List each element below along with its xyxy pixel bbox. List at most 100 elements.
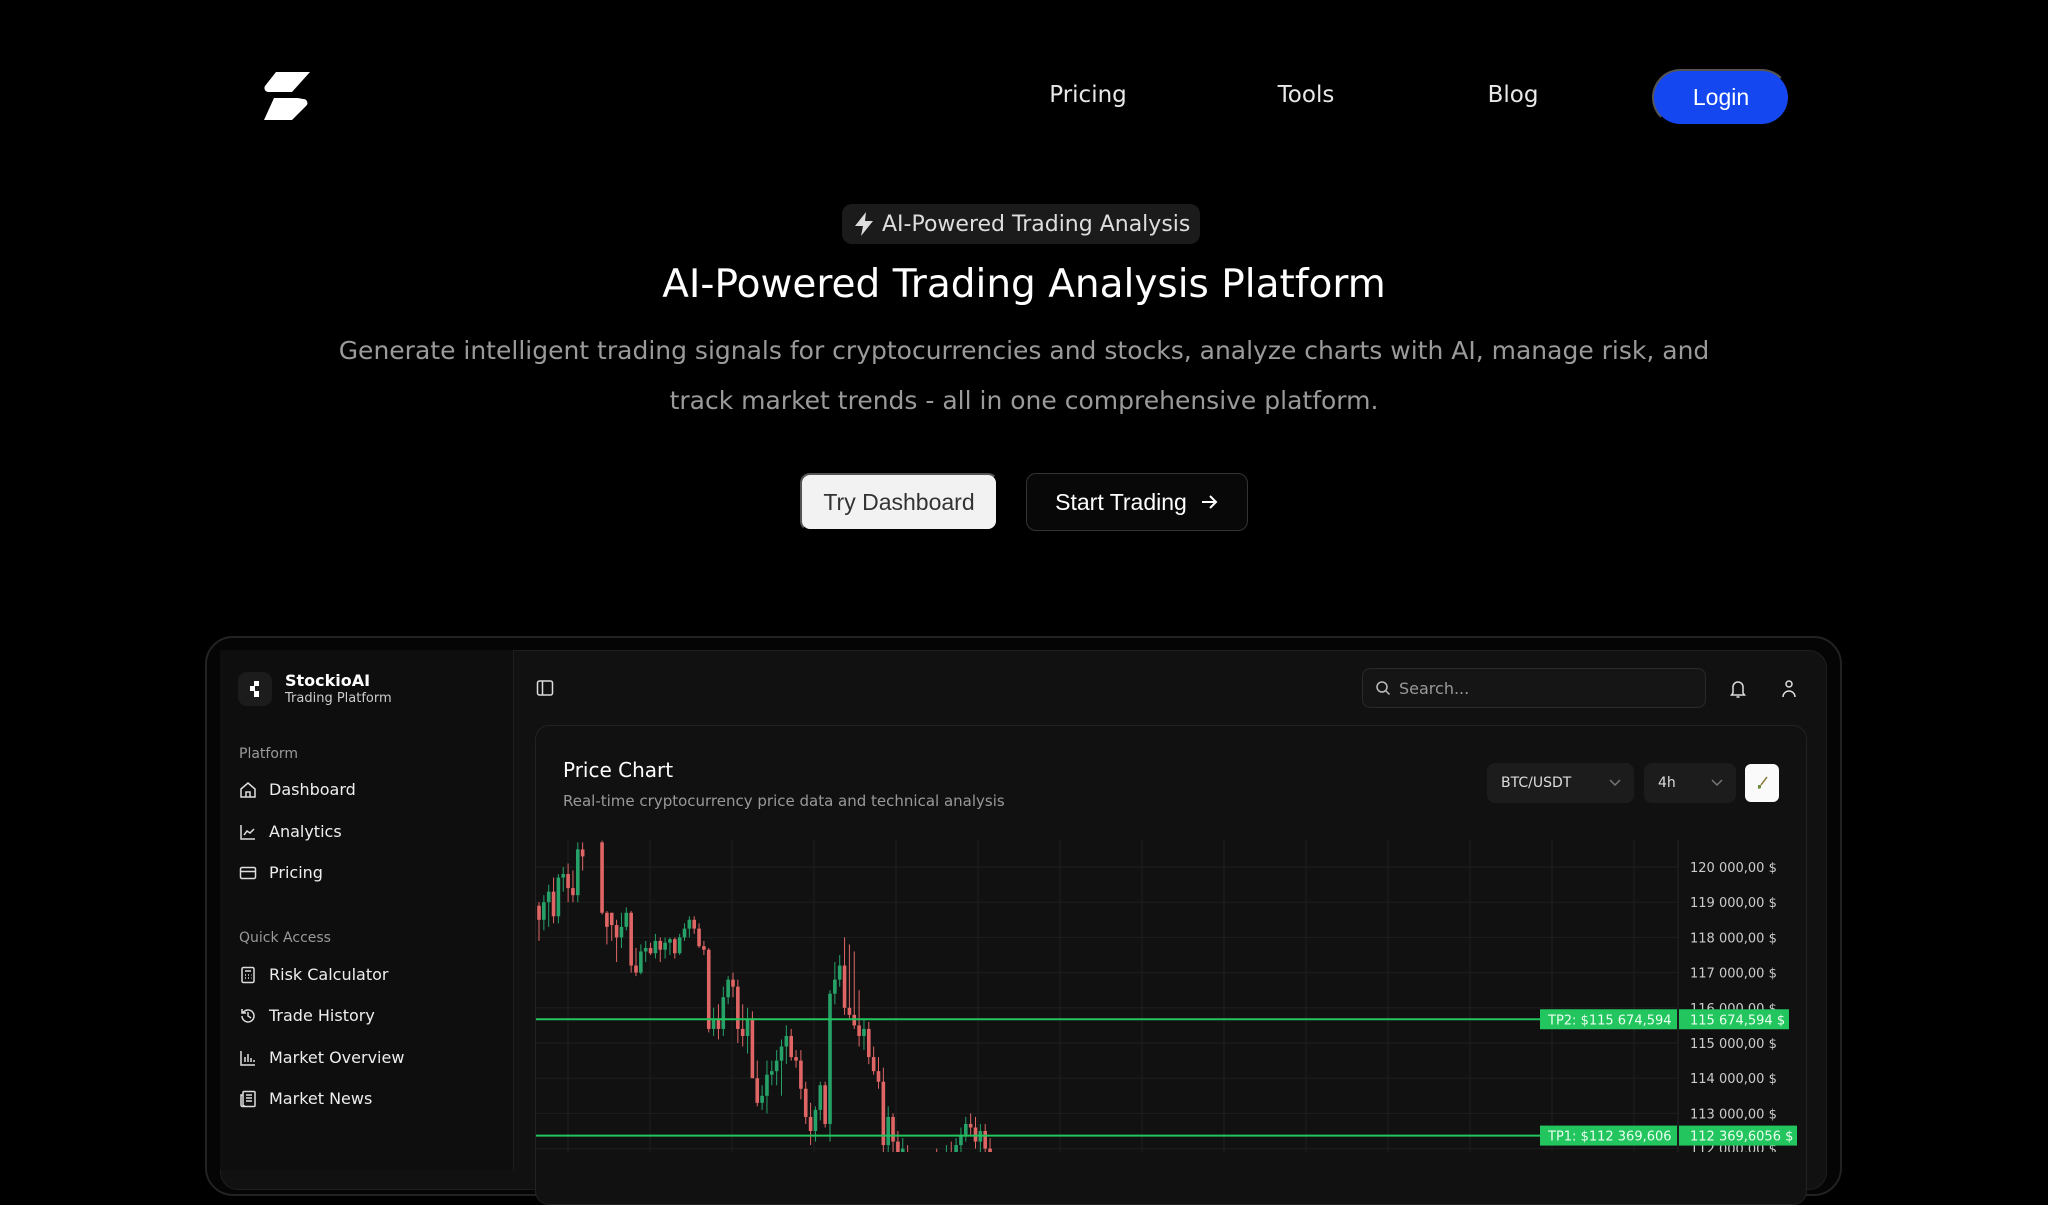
- nav-pricing[interactable]: Pricing: [1049, 82, 1127, 108]
- price-chart-card: [535, 725, 1807, 1205]
- sidebar-item-label: Risk Calculator: [269, 965, 389, 984]
- candle-body: [833, 979, 837, 994]
- candle-body: [692, 919, 696, 929]
- chart-line-icon: [240, 824, 255, 840]
- candle-body: [697, 928, 701, 947]
- axis-level-label: 112 369,6056 $: [1690, 1130, 1793, 1145]
- y-tick-label: 118 000,00 $: [1690, 931, 1777, 946]
- candle-body: [643, 947, 648, 952]
- chevron-down-icon: [1609, 779, 1621, 787]
- logo-icon[interactable]: [262, 70, 310, 124]
- level-label-bg: [1540, 1009, 1677, 1030]
- newspaper-icon: [240, 1090, 256, 1107]
- candle-body: [736, 986, 740, 1029]
- candle-body: [702, 946, 706, 950]
- start-trading-label: Start Trading: [1055, 488, 1187, 515]
- sidebar-item-pricing[interactable]: Pricing: [239, 863, 323, 882]
- candle-body: [745, 1018, 750, 1036]
- candle-body: [891, 1116, 895, 1142]
- candle-body: [774, 1060, 779, 1072]
- sidebar-item-dashboard[interactable]: Dashboard: [239, 780, 356, 799]
- start-trading-button[interactable]: Start Trading: [1026, 473, 1248, 531]
- broom-icon: [1758, 776, 1768, 789]
- sidebar: [220, 650, 514, 1170]
- card-subtitle: Real-time cryptocurrency price data and …: [563, 792, 1005, 810]
- sidebar-item-market-news[interactable]: Market News: [239, 1089, 372, 1108]
- hero-title: AI-Powered Trading Analysis Platform: [662, 262, 1386, 307]
- candle-body: [721, 997, 726, 1029]
- search-input[interactable]: Search...: [1362, 668, 1706, 708]
- level-label-bg: [1540, 1125, 1677, 1146]
- brand-icon: [250, 681, 259, 697]
- user-icon[interactable]: [1780, 679, 1798, 699]
- candle-body: [546, 891, 551, 903]
- bell-icon[interactable]: [1729, 679, 1747, 699]
- brand-subtitle: Trading Platform: [285, 691, 392, 706]
- pair-value: BTC/USDT: [1501, 775, 1572, 791]
- candles: [537, 840, 992, 1152]
- candle-body: [648, 947, 653, 954]
- candle-body: [609, 912, 614, 926]
- pair-select[interactable]: BTC/USDT: [1487, 763, 1634, 803]
- card-title: Price Chart: [563, 758, 674, 782]
- sidebar-item-trade-history[interactable]: Trade History: [239, 1006, 375, 1025]
- candle-body: [677, 937, 682, 954]
- sidebar-item-market-overview[interactable]: Market Overview: [239, 1048, 404, 1067]
- candle-body: [959, 1134, 963, 1146]
- candle-body: [803, 1088, 808, 1117]
- sidebar-item-analytics[interactable]: Analytics: [239, 822, 342, 841]
- candle-body: [682, 928, 687, 938]
- candlestick-chart[interactable]: 120 000,00 $ 119 000,00 $ 118 000,00 $ 117 …: [0, 0, 2048, 1152]
- candle-body: [988, 1148, 992, 1152]
- candle-body: [614, 925, 619, 938]
- candle-body: [600, 842, 604, 913]
- candle-body: [871, 1057, 876, 1072]
- candle-body: [784, 1035, 789, 1047]
- candle-body: [760, 1095, 764, 1103]
- candle-body: [867, 1028, 871, 1058]
- candle-body: [619, 926, 624, 938]
- candle-body: [881, 1081, 886, 1146]
- search-placeholder: Search...: [1399, 678, 1470, 698]
- sidebar-item-risk-calculator[interactable]: Risk Calculator: [239, 965, 389, 984]
- candle-body: [668, 939, 672, 943]
- axis-level-label-bg: [1679, 1009, 1789, 1030]
- candle-body: [580, 849, 585, 857]
- candle-body: [847, 1007, 852, 1015]
- badge-text: AI-Powered Trading Analysis: [882, 211, 1191, 237]
- y-tick-label: 117 000,00 $: [1690, 967, 1777, 982]
- clear-drawings-button[interactable]: [1745, 764, 1779, 802]
- brand-logo: [238, 672, 272, 706]
- candle-body: [828, 993, 832, 1124]
- hero-badge: AI-Powered Trading Analysis: [842, 204, 1201, 244]
- candle-body: [663, 942, 667, 950]
- candle-body: [794, 1057, 798, 1061]
- login-button[interactable]: Login: [1652, 69, 1790, 126]
- chevron-down-icon: [1711, 779, 1723, 787]
- candle-body: [740, 1028, 745, 1036]
- candle-body: [731, 979, 735, 987]
- candle-body: [711, 1018, 716, 1029]
- nav-blog[interactable]: Blog: [1487, 82, 1539, 108]
- candle-body: [823, 1085, 827, 1124]
- sidebar-toggle-icon[interactable]: [536, 679, 554, 697]
- candle-body: [605, 912, 609, 927]
- try-dashboard-button[interactable]: Try Dashboard: [800, 473, 998, 531]
- candle-body: [556, 877, 561, 917]
- sidebar-section-quick-access: Quick Access: [239, 930, 331, 946]
- candle-body: [765, 1074, 769, 1096]
- candle-body: [968, 1123, 973, 1128]
- candle-body: [726, 979, 730, 998]
- candle-body: [716, 1018, 721, 1029]
- y-tick-label: 120 000,00 $: [1690, 861, 1777, 876]
- interval-select[interactable]: 4h: [1644, 763, 1736, 803]
- candle-body: [537, 905, 541, 920]
- nav-tools[interactable]: Tools: [1277, 82, 1335, 108]
- candle-body: [629, 912, 633, 966]
- candle-body: [687, 919, 692, 929]
- candle-body: [896, 1141, 900, 1152]
- candle-body: [566, 874, 570, 889]
- brand-name: StockioAI: [285, 671, 371, 690]
- sidebar-item-label: Analytics: [269, 822, 342, 841]
- y-tick-label: 115 000,00 $: [1690, 1037, 1777, 1052]
